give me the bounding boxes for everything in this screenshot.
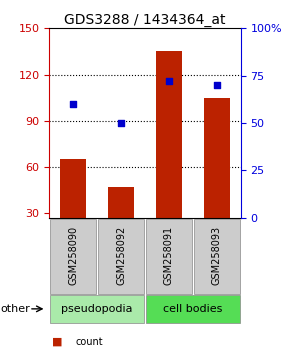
Text: other: other xyxy=(1,304,30,314)
Bar xyxy=(204,98,230,218)
Text: cell bodies: cell bodies xyxy=(163,304,222,314)
Point xyxy=(71,101,75,107)
Text: GSM258091: GSM258091 xyxy=(164,226,174,285)
Text: count: count xyxy=(75,337,103,347)
Point xyxy=(214,82,219,88)
Text: GSM258090: GSM258090 xyxy=(68,226,78,285)
Text: pseudopodia: pseudopodia xyxy=(61,304,133,314)
Bar xyxy=(60,159,86,218)
Bar xyxy=(156,51,182,218)
Text: GSM258093: GSM258093 xyxy=(212,226,222,285)
Point xyxy=(119,120,124,126)
Text: ■: ■ xyxy=(52,337,63,347)
Text: GSM258092: GSM258092 xyxy=(116,226,126,285)
Point xyxy=(166,79,171,84)
Bar xyxy=(108,187,134,218)
Title: GDS3288 / 1434364_at: GDS3288 / 1434364_at xyxy=(64,13,226,27)
